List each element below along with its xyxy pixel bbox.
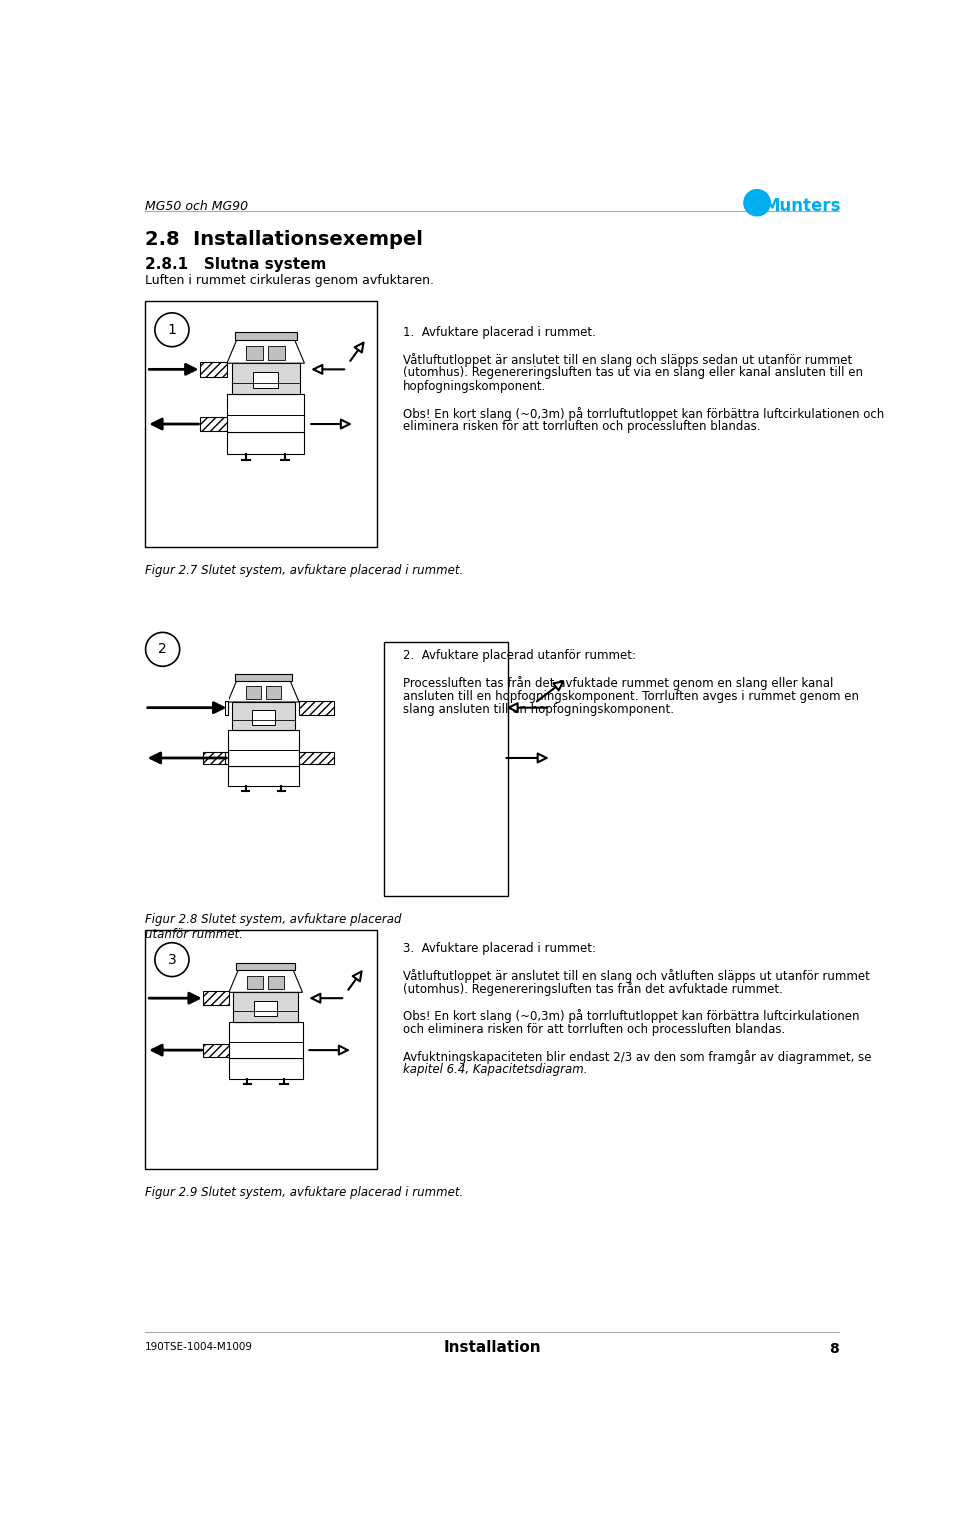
Bar xyxy=(246,687,261,699)
Text: 1.  Avfuktare placerad i rummet.: 1. Avfuktare placerad i rummet. xyxy=(403,326,596,339)
Bar xyxy=(231,364,300,394)
Bar xyxy=(203,752,228,764)
Text: Avfuktningskapaciteten blir endast 2/3 av den som framgår av diagrammet, se: Avfuktningskapaciteten blir endast 2/3 a… xyxy=(403,1050,872,1064)
Text: 190TSE-1004-M1009: 190TSE-1004-M1009 xyxy=(145,1342,252,1352)
Text: eliminera risken för att torrluften och processluften blandas.: eliminera risken för att torrluften och … xyxy=(403,420,760,433)
Text: hopfogningskomponent.: hopfogningskomponent. xyxy=(403,379,546,393)
Polygon shape xyxy=(227,339,304,364)
Text: Figur 2.7 Slutet system, avfuktare placerad i rummet.: Figur 2.7 Slutet system, avfuktare place… xyxy=(145,564,463,576)
Text: 8: 8 xyxy=(829,1342,839,1356)
Bar xyxy=(253,373,278,388)
Bar xyxy=(204,991,228,1006)
Text: kapitel 6.4, Kapacitetsdiagram.: kapitel 6.4, Kapacitetsdiagram. xyxy=(403,1063,588,1076)
Text: Obs! En kort slang (~0,3m) på torrluftutloppet kan förbättra luftcirkulationen: Obs! En kort slang (~0,3m) på torrluftut… xyxy=(403,1009,859,1023)
Bar xyxy=(236,963,295,971)
Bar xyxy=(145,930,377,1170)
Text: 2: 2 xyxy=(158,642,167,656)
Polygon shape xyxy=(228,680,299,702)
Text: Processluften tas från det avfuktade rummet genom en slang eller kanal: Processluften tas från det avfuktade rum… xyxy=(403,676,833,690)
Text: Figur 2.9 Slutet system, avfuktare placerad i rummet.: Figur 2.9 Slutet system, avfuktare place… xyxy=(145,1187,463,1199)
Bar xyxy=(232,702,295,731)
Polygon shape xyxy=(228,971,302,992)
Bar xyxy=(225,752,228,764)
Bar xyxy=(145,301,377,547)
Text: och eliminera risken för att torrluften och processluften blandas.: och eliminera risken för att torrluften … xyxy=(403,1023,785,1035)
Bar xyxy=(299,752,334,764)
Bar xyxy=(228,766,299,786)
Bar xyxy=(248,976,263,989)
Text: Våtluftutloppet är anslutet till en slang och släpps sedan ut utanför rummet: Våtluftutloppet är anslutet till en slan… xyxy=(403,353,852,367)
Text: 3: 3 xyxy=(168,953,177,966)
Bar xyxy=(203,700,228,714)
Text: 2.  Avfuktare placerad utanför rummet:: 2. Avfuktare placerad utanför rummet: xyxy=(403,650,636,662)
Text: Obs! En kort slang (~0,3m) på torrluftutloppet kan förbättra luftcirkulationen o: Obs! En kort slang (~0,3m) på torrluftut… xyxy=(403,407,884,420)
Text: Munters: Munters xyxy=(763,197,841,216)
Bar xyxy=(228,731,299,766)
Text: Figur 2.8 Slutet system, avfuktare placerad
utanför rummet.: Figur 2.8 Slutet system, avfuktare place… xyxy=(145,913,401,940)
Bar xyxy=(268,976,284,989)
Bar xyxy=(228,1058,302,1078)
Bar xyxy=(252,711,275,725)
Bar xyxy=(227,433,304,454)
Bar xyxy=(266,687,281,699)
Text: 1: 1 xyxy=(167,323,177,336)
Bar xyxy=(200,417,227,431)
Bar xyxy=(225,700,228,714)
Text: Våtluftutloppet är anslutet till en slang och våtluften släpps ut utanför rummet: Våtluftutloppet är anslutet till en slan… xyxy=(403,969,870,983)
Text: 2.8  Installationsexempel: 2.8 Installationsexempel xyxy=(145,229,422,249)
Text: ✓: ✓ xyxy=(753,197,761,208)
Text: 3.  Avfuktare placerad i rummet:: 3. Avfuktare placerad i rummet: xyxy=(403,942,596,956)
Text: (utomhus). Regenereringsluften tas från det avfuktade rummet.: (utomhus). Regenereringsluften tas från … xyxy=(403,982,782,997)
Bar xyxy=(253,1001,277,1015)
Text: MG50 och MG90: MG50 och MG90 xyxy=(145,200,248,214)
Text: (utomhus). Regenereringsluften tas ut via en slang eller kanal ansluten till en: (utomhus). Regenereringsluften tas ut vi… xyxy=(403,367,863,379)
Bar xyxy=(299,700,334,714)
Bar xyxy=(228,1021,302,1058)
Bar xyxy=(235,674,292,680)
Text: ansluten till en hopfogningskomponent. Torrluften avges i rummet genom en: ansluten till en hopfogningskomponent. T… xyxy=(403,690,859,703)
Bar xyxy=(383,642,508,896)
Text: Installation: Installation xyxy=(444,1339,540,1355)
Circle shape xyxy=(744,190,770,216)
Bar xyxy=(204,1043,228,1057)
Bar xyxy=(268,346,285,361)
Bar xyxy=(227,394,304,433)
Bar xyxy=(234,332,297,339)
Bar xyxy=(233,992,299,1021)
Bar xyxy=(247,346,263,361)
Text: Luften i rummet cirkuleras genom avfuktaren.: Luften i rummet cirkuleras genom avfukta… xyxy=(145,274,434,287)
Text: slang ansluten till en hopfogningskomponent.: slang ansluten till en hopfogningskompon… xyxy=(403,703,674,716)
Text: 2.8.1   Slutna system: 2.8.1 Slutna system xyxy=(145,257,326,272)
Bar xyxy=(197,653,229,719)
Bar xyxy=(200,362,227,378)
